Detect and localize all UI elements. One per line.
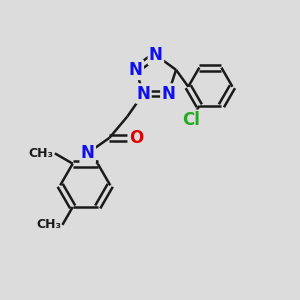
Text: N: N	[129, 61, 143, 79]
Text: O: O	[129, 129, 143, 147]
Text: N: N	[136, 85, 150, 103]
Text: H: H	[80, 142, 92, 156]
Text: N: N	[149, 46, 163, 64]
Text: N: N	[161, 85, 175, 103]
Text: CH₃: CH₃	[28, 147, 53, 160]
Text: CH₃: CH₃	[36, 218, 61, 231]
Text: Cl: Cl	[182, 111, 200, 129]
Text: N: N	[81, 144, 94, 162]
